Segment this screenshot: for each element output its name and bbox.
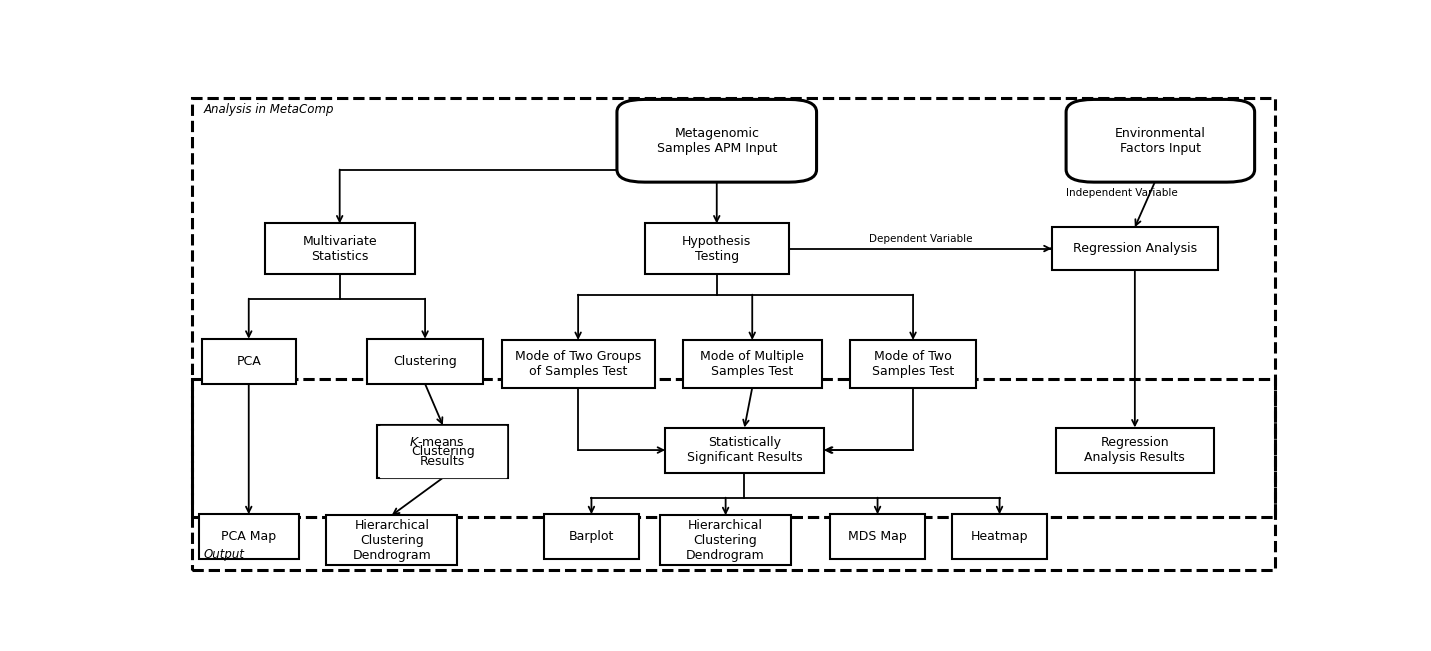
FancyBboxPatch shape xyxy=(199,514,299,559)
Text: Output: Output xyxy=(203,548,245,561)
Bar xyxy=(192,98,1275,517)
Text: MDS Map: MDS Map xyxy=(849,531,907,544)
Bar xyxy=(192,379,1275,570)
FancyBboxPatch shape xyxy=(544,514,638,559)
Text: Hypothesis
Testing: Hypothesis Testing xyxy=(683,234,751,262)
Text: Mode of Two Groups
of Samples Test: Mode of Two Groups of Samples Test xyxy=(515,350,641,378)
Text: Environmental
Factors Input: Environmental Factors Input xyxy=(1115,127,1206,155)
Text: Heatmap: Heatmap xyxy=(970,531,1029,544)
FancyBboxPatch shape xyxy=(202,339,296,384)
FancyBboxPatch shape xyxy=(850,340,976,387)
FancyBboxPatch shape xyxy=(378,425,508,478)
Text: PCA: PCA xyxy=(236,355,260,368)
FancyBboxPatch shape xyxy=(326,515,458,565)
FancyBboxPatch shape xyxy=(1066,100,1255,182)
FancyBboxPatch shape xyxy=(502,340,654,387)
FancyBboxPatch shape xyxy=(366,339,484,384)
Text: PCA Map: PCA Map xyxy=(222,531,276,544)
Text: Mode of Two
Samples Test: Mode of Two Samples Test xyxy=(871,350,954,378)
FancyBboxPatch shape xyxy=(665,428,824,473)
Text: Regression
Analysis Results: Regression Analysis Results xyxy=(1085,436,1185,464)
FancyBboxPatch shape xyxy=(1052,227,1218,270)
Text: Statistically
Significant Results: Statistically Significant Results xyxy=(687,436,803,464)
FancyBboxPatch shape xyxy=(660,515,791,565)
Text: Clustering: Clustering xyxy=(411,445,475,458)
Text: $K$-means: $K$-means xyxy=(409,436,465,449)
FancyBboxPatch shape xyxy=(617,100,817,182)
Text: Hierarchical
Clustering
Dendrogram: Hierarchical Clustering Dendrogram xyxy=(352,519,431,562)
Text: Mode of Multiple
Samples Test: Mode of Multiple Samples Test xyxy=(700,350,804,378)
Text: Results: Results xyxy=(421,455,465,468)
FancyBboxPatch shape xyxy=(265,223,415,273)
Text: Multivariate
Statistics: Multivariate Statistics xyxy=(302,234,376,262)
FancyBboxPatch shape xyxy=(683,340,821,387)
Text: Dependent Variable: Dependent Variable xyxy=(869,234,972,243)
Text: Barplot: Barplot xyxy=(568,531,614,544)
Text: Clustering: Clustering xyxy=(394,355,456,368)
FancyBboxPatch shape xyxy=(1056,428,1213,473)
Text: Analysis in MetaComp: Analysis in MetaComp xyxy=(203,104,333,116)
FancyBboxPatch shape xyxy=(644,223,788,273)
FancyBboxPatch shape xyxy=(830,514,924,559)
Text: Regression Analysis: Regression Analysis xyxy=(1073,242,1196,255)
Text: Hierarchical
Clustering
Dendrogram: Hierarchical Clustering Dendrogram xyxy=(687,519,766,562)
Text: Independent Variable: Independent Variable xyxy=(1066,188,1178,199)
FancyBboxPatch shape xyxy=(953,514,1046,559)
Bar xyxy=(379,426,507,477)
Text: K-means
Clustering
Results: K-means Clustering Results xyxy=(411,430,475,473)
Text: Metagenomic
Samples APM Input: Metagenomic Samples APM Input xyxy=(657,127,777,155)
